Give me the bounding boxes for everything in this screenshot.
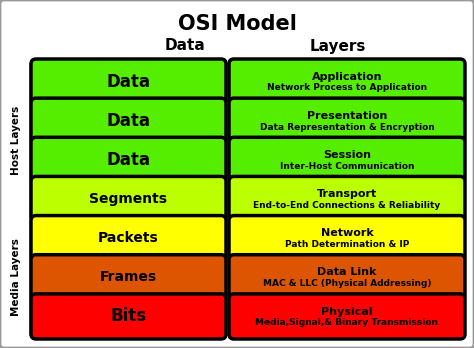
FancyBboxPatch shape bbox=[31, 255, 226, 300]
Text: Session: Session bbox=[323, 150, 371, 160]
FancyBboxPatch shape bbox=[229, 176, 465, 222]
Text: Application: Application bbox=[312, 72, 382, 82]
Text: Network Process to Application: Network Process to Application bbox=[267, 84, 427, 93]
Text: Path Determination & IP: Path Determination & IP bbox=[285, 240, 409, 249]
Text: Data: Data bbox=[107, 112, 151, 130]
Text: Transport: Transport bbox=[317, 189, 377, 199]
Text: Data Link: Data Link bbox=[317, 267, 377, 277]
Text: Inter-Host Communication: Inter-Host Communication bbox=[280, 162, 414, 171]
Text: Data: Data bbox=[107, 73, 151, 90]
FancyBboxPatch shape bbox=[229, 215, 465, 261]
Text: Frames: Frames bbox=[100, 270, 157, 284]
FancyBboxPatch shape bbox=[229, 98, 465, 143]
FancyBboxPatch shape bbox=[31, 59, 226, 104]
Text: Data Representation & Encryption: Data Representation & Encryption bbox=[260, 122, 434, 132]
Text: Layers: Layers bbox=[310, 39, 366, 54]
Text: Physical: Physical bbox=[321, 307, 373, 317]
Text: Presentation: Presentation bbox=[307, 111, 387, 121]
FancyBboxPatch shape bbox=[229, 137, 465, 182]
Text: End-to-End Connections & Reliability: End-to-End Connections & Reliability bbox=[254, 201, 441, 210]
FancyBboxPatch shape bbox=[229, 59, 465, 104]
Text: Bits: Bits bbox=[110, 307, 146, 325]
Text: OSI Model: OSI Model bbox=[178, 14, 296, 34]
Text: Data: Data bbox=[164, 39, 205, 54]
Text: Media Layers: Media Layers bbox=[11, 238, 21, 316]
Text: Media,Signal,& Binary Transmission: Media,Signal,& Binary Transmission bbox=[255, 318, 438, 327]
FancyBboxPatch shape bbox=[229, 255, 465, 300]
FancyBboxPatch shape bbox=[31, 294, 226, 339]
FancyBboxPatch shape bbox=[31, 215, 226, 261]
FancyBboxPatch shape bbox=[229, 294, 465, 339]
FancyBboxPatch shape bbox=[31, 98, 226, 143]
Text: Packets: Packets bbox=[98, 231, 159, 245]
Text: Host Layers: Host Layers bbox=[11, 106, 21, 175]
Text: Network: Network bbox=[320, 228, 374, 238]
Text: MAC & LLC (Physical Addressing): MAC & LLC (Physical Addressing) bbox=[263, 279, 431, 288]
Text: Segments: Segments bbox=[90, 192, 167, 206]
FancyBboxPatch shape bbox=[31, 137, 226, 182]
Text: Data: Data bbox=[107, 151, 151, 169]
FancyBboxPatch shape bbox=[31, 176, 226, 222]
